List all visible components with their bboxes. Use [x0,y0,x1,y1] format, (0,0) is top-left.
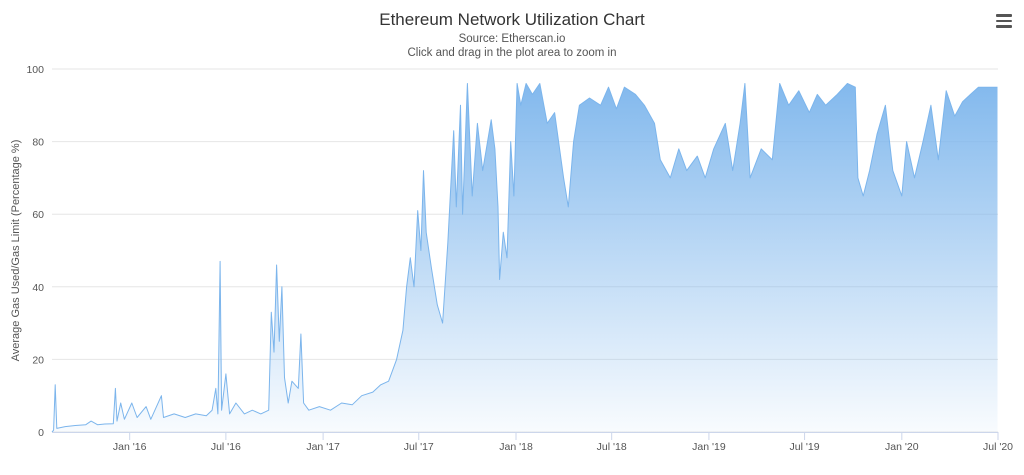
x-tick-label: Jan '17 [306,441,340,453]
y-tick-label: 0 [38,427,44,439]
y-tick-label: 40 [32,282,44,294]
chart-title: Ethereum Network Utilization Chart [379,10,645,29]
series-layer [51,83,998,433]
x-tick-label: Jan '20 [885,441,919,453]
chart-subtitle-source: Source: Etherscan.io [458,33,566,45]
x-tick-label: Jan '16 [113,441,147,453]
x-tick-label: Jul '18 [597,441,627,453]
series-line [51,83,998,433]
x-tick-label: Jul '17 [404,441,434,453]
chart-subtitle-hint: Click and drag in the plot area to zoom … [407,47,617,59]
series-area [52,83,998,432]
y-tick-label: 100 [26,64,44,76]
menu-bar [996,19,1012,22]
x-tick-label: Jul '16 [211,441,241,453]
hamburger-menu-icon[interactable] [996,14,1012,28]
y-tick-label: 20 [32,354,44,366]
x-tick-label: Jan '19 [692,441,726,453]
x-tick-label: Jul '20 [983,441,1013,453]
x-tick-label: Jan '18 [499,441,533,453]
x-tick-label: Jul '19 [790,441,820,453]
menu-bar [996,25,1012,28]
y-tick-label: 60 [32,209,44,221]
menu-bar [996,14,1012,17]
y-tick-label: 80 [32,137,44,149]
axis-layer: 0 20 40 60 80 100 Average Gas Used/Gas Limit (… [10,64,1013,453]
y-axis-title: Average Gas Used/Gas Limit (Percentage %… [10,140,22,362]
